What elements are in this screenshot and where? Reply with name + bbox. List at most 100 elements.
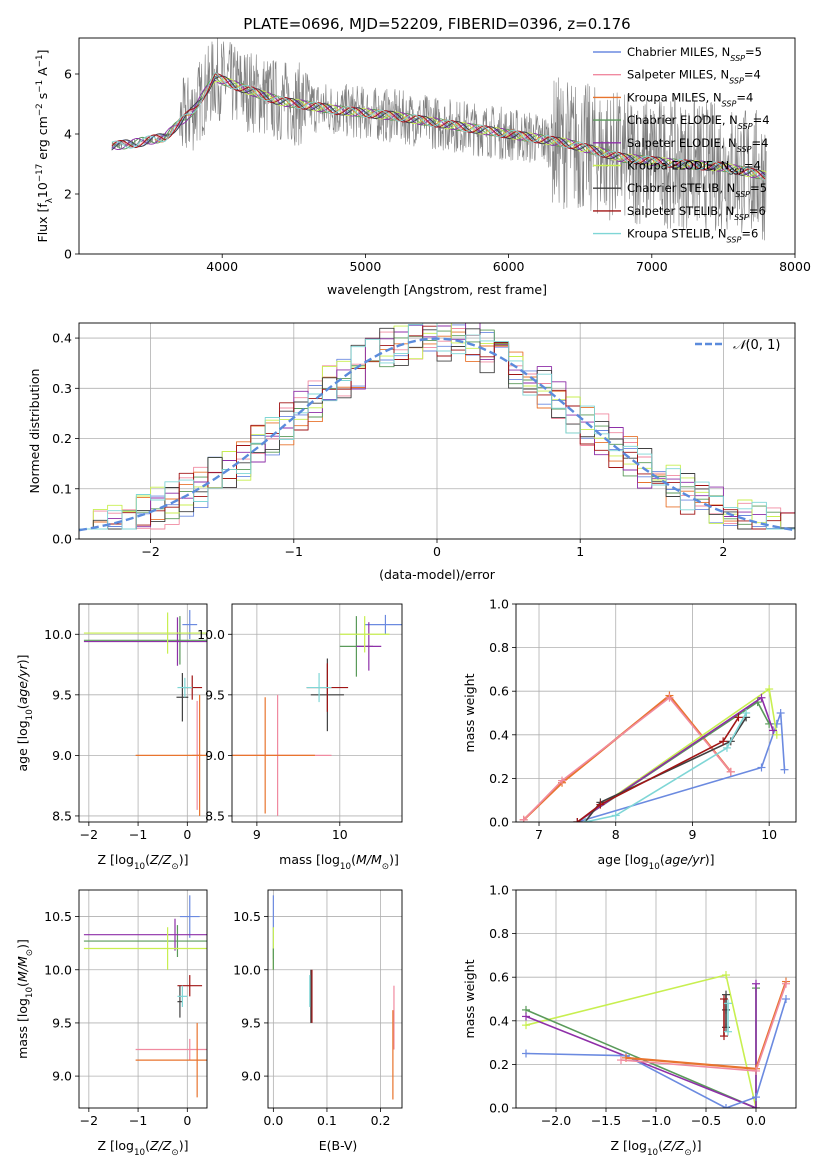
x-tick-label: 9 — [688, 827, 696, 842]
y-tick-label: 10.5 — [44, 909, 72, 924]
y-tick-label: 9.5 — [52, 1015, 72, 1030]
legend-label: Salpeter STELIB, NSSP=6 — [627, 204, 766, 222]
x-tick-label: 5000 — [349, 259, 381, 274]
x-tick-label: 10 — [761, 827, 777, 842]
y-tick-label: 0.6 — [489, 684, 509, 699]
model-kroupa-stelib — [111, 72, 765, 181]
weight-line-chabrier-stelib — [584, 716, 747, 822]
legend-label: Chabrier STELIB, NSSP=5 — [627, 181, 767, 199]
x-axis-label: E(B-V) — [319, 1138, 358, 1153]
plot-area — [272, 895, 395, 1100]
x-tick-label: −1.5 — [591, 1113, 621, 1128]
axes-frame — [78, 889, 208, 1109]
model-kroupa-elodie — [207, 77, 767, 177]
x-tick-label: 10 — [332, 827, 348, 842]
y-axis-label: mass weight — [462, 673, 477, 752]
x-tick-label: 2 — [719, 544, 727, 559]
y-tick-label: 9.0 — [52, 1069, 72, 1084]
y-tick-label: 0.2 — [489, 1057, 509, 1072]
legend-label: Kroupa MILES, NSSP=4 — [627, 90, 753, 108]
x-tick-label: 1 — [576, 544, 584, 559]
x-axis-label: wavelength [Angstrom, rest frame] — [327, 282, 547, 297]
x-axis-label: mass [log10(M/M⊙)] — [279, 852, 399, 872]
x-tick-label: 6000 — [493, 259, 525, 274]
legend-label: Chabrier ELODIE, NSSP=4 — [627, 113, 770, 131]
axes-frame — [78, 603, 208, 823]
x-tick-label: −0.5 — [691, 1113, 721, 1128]
plot-area — [232, 614, 402, 816]
plot-area — [83, 895, 207, 1098]
y-tick-label: 10.0 — [233, 962, 261, 977]
spectrum-axes: 4000 5000 6000 7000 8000 0 2 4 6 Flux [fλ10−17 er… — [35, 37, 811, 297]
x-axis-label: (data-model)/error — [379, 567, 496, 582]
y-tick-label: 0.8 — [489, 926, 509, 941]
y-tick-label: 8.5 — [205, 808, 225, 823]
y-tick-label: 0 — [64, 247, 72, 262]
grid-group — [232, 604, 402, 822]
x-tick-label: 4000 — [206, 259, 238, 274]
legend-label: Kroupa ELODIE, NSSP=4 — [627, 159, 761, 177]
ebv_mass-axes: 0.0 0.1 0.2 9.0 9.5 10.0 10.5 E(B-V) — [233, 889, 403, 1153]
weight-line-chabrier-miles — [525, 998, 787, 1108]
x-tick-label: 0 — [183, 827, 191, 842]
y-tick-label: 9.0 — [52, 748, 72, 763]
weight-line-kroupa-elodie — [525, 974, 757, 1108]
legend-label: Kroupa STELIB, NSSP=6 — [627, 227, 758, 245]
x-tick-label: 0 — [183, 1113, 191, 1128]
model-salpeter-elodie — [111, 79, 766, 179]
plot-area — [111, 38, 767, 241]
y-tick-label: 0.6 — [489, 970, 509, 985]
plot-area — [522, 971, 790, 1108]
y-axis-label: Flux [fλ10−17 erg cm−2 s−1 A−1] — [35, 50, 55, 243]
x-tick-label: −1 — [129, 827, 147, 842]
axes-frame — [267, 889, 403, 1109]
y-tick-label: 0.3 — [52, 381, 72, 396]
y-tick-label: 0.4 — [52, 331, 72, 346]
x-tick-label: 8 — [612, 827, 620, 842]
x-tick-label: −1 — [285, 544, 303, 559]
x-tick-label: 8000 — [779, 259, 811, 274]
z_mass-axes: −2 −1 0 9.0 9.5 10.0 10.5 mass [log10(M/M⊙)] Z [… — [15, 889, 208, 1158]
age_weight-axes: 7 8 9 10 0.0 0.2 0.4 0.6 0.8 1.0 mass weight age [l… — [462, 597, 797, 872]
mass_age-axes: 9 10 8.5 9.0 9.5 10.0 mass [log10(M/M⊙)] — [197, 603, 403, 872]
x-axis-label: Z [log10(Z/Z⊙)] — [98, 1138, 189, 1158]
y-tick-label: 0.0 — [489, 815, 509, 830]
weight-line-salpeter-stelib — [576, 716, 740, 822]
weight-line-salpeter-miles — [523, 696, 732, 821]
grid-group — [268, 890, 402, 1108]
x-tick-label: 0.2 — [371, 1113, 391, 1128]
y-tick-label: 0.4 — [489, 1013, 509, 1028]
x-tick-label: 0.1 — [317, 1113, 337, 1128]
y-tick-label: 1.0 — [489, 597, 509, 612]
legend-label: Salpeter MILES, NSSP=4 — [627, 68, 761, 86]
legend-label: Salpeter ELODIE, NSSP=4 — [627, 136, 768, 154]
x-axis-label: Z [log10(Z/Z⊙)] — [611, 1138, 702, 1158]
x-tick-label: −2 — [141, 544, 159, 559]
y-tick-label: 10.0 — [44, 962, 72, 977]
y-tick-label: 0.0 — [52, 532, 72, 547]
y-tick-label: 9.0 — [241, 1069, 261, 1084]
y-axis-label: mass weight — [462, 959, 477, 1038]
weight-line-salpeter-elodie — [525, 983, 757, 1108]
y-tick-label: 10.5 — [233, 909, 261, 924]
x-tick-label: 0 — [433, 544, 441, 559]
axes-frame — [515, 603, 797, 823]
plot-area — [83, 610, 207, 816]
y-tick-label: 4 — [64, 127, 72, 142]
x-tick-label: −1 — [129, 1113, 147, 1128]
y-tick-label: 0.0 — [489, 1101, 509, 1116]
residual-axes: −2 −1 0 1 2 0.0 0.1 0.2 0.3 0.4 𝒩(0, 1) Normed dist… — [27, 322, 796, 582]
y-tick-label: 0.2 — [52, 431, 72, 446]
axes-frame — [78, 322, 796, 540]
y-axis-label: age [log10(age/yr)] — [15, 654, 35, 771]
weight-line-chabrier-miles — [577, 712, 786, 822]
y-tick-label: 1.0 — [489, 883, 509, 898]
grid-group — [516, 889, 796, 1109]
figure-title: PLATE=0696, MJD=52209, FIBERID=0396, z=0… — [243, 15, 630, 33]
weight-line-chabrier-elodie — [576, 701, 770, 822]
y-tick-label: 0.2 — [489, 771, 509, 786]
y-tick-label: 9.5 — [241, 1015, 261, 1030]
plot-area — [519, 685, 789, 822]
x-tick-label: −1.0 — [641, 1113, 671, 1128]
